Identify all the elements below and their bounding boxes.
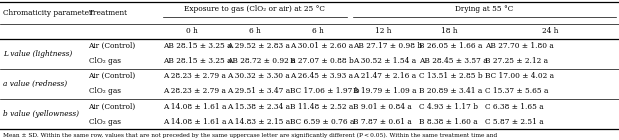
Text: C 4.93 ± 1.17 b: C 4.93 ± 1.17 b — [419, 102, 478, 111]
Text: Mean ± SD. Within the same row, values that are not preceded by the same upperca: Mean ± SD. Within the same row, values t… — [3, 133, 497, 138]
Text: A 29.51 ± 3.47 a: A 29.51 ± 3.47 a — [227, 87, 290, 95]
Text: L value (lightness): L value (lightness) — [3, 50, 72, 58]
Text: AB 28.45 ± 3.57 a: AB 28.45 ± 3.57 a — [419, 57, 488, 65]
Text: 18 h: 18 h — [441, 27, 457, 35]
Text: BC 17.06 ± 1.97 b: BC 17.06 ± 1.97 b — [290, 87, 359, 95]
Text: B 27.25 ± 2.12 a: B 27.25 ± 2.12 a — [485, 57, 548, 65]
Text: C 6.38 ± 1.65 a: C 6.38 ± 1.65 a — [485, 102, 543, 111]
Text: AB 28.72 ± 0.92 a: AB 28.72 ± 0.92 a — [227, 57, 296, 65]
Text: B 19.79 ± 1.09 a: B 19.79 ± 1.09 a — [353, 87, 417, 95]
Text: ClO₂ gas: ClO₂ gas — [89, 118, 121, 126]
Text: A 28.23 ± 2.79 a: A 28.23 ± 2.79 a — [163, 72, 226, 80]
Text: AB 28.15 ± 3.25 a: AB 28.15 ± 3.25 a — [163, 57, 232, 65]
Text: 12 h: 12 h — [374, 27, 391, 35]
Text: C 15.37 ± 5.65 a: C 15.37 ± 5.65 a — [485, 87, 548, 95]
Text: A 30.52 ± 1.54 a: A 30.52 ± 1.54 a — [353, 57, 416, 65]
Text: A 29.52 ± 2.83 a: A 29.52 ± 2.83 a — [227, 42, 290, 50]
Text: A 14.08 ± 1.61 a: A 14.08 ± 1.61 a — [163, 102, 226, 111]
Text: A 28.23 ± 2.79 a: A 28.23 ± 2.79 a — [163, 87, 226, 95]
Text: B 9.01 ± 0.84 a: B 9.01 ± 0.84 a — [353, 102, 412, 111]
Text: Chromaticity parameter: Chromaticity parameter — [3, 9, 93, 17]
Text: 6 h: 6 h — [313, 27, 324, 35]
Text: A 26.45 ± 3.93 a: A 26.45 ± 3.93 a — [290, 72, 353, 80]
Text: AB 28.15 ± 3.25 a: AB 28.15 ± 3.25 a — [163, 42, 232, 50]
Text: C 13.51 ± 2.85 b: C 13.51 ± 2.85 b — [419, 72, 483, 80]
Text: a value (redness): a value (redness) — [3, 80, 67, 88]
Text: Air (Control): Air (Control) — [89, 102, 136, 111]
Text: Drying at 55 °C: Drying at 55 °C — [455, 5, 514, 13]
Text: 24 h: 24 h — [542, 27, 558, 35]
Text: BC 6.59 ± 0.76 a: BC 6.59 ± 0.76 a — [290, 118, 354, 126]
Text: Air (Control): Air (Control) — [89, 72, 136, 80]
Text: C 5.87 ± 2.51 a: C 5.87 ± 2.51 a — [485, 118, 543, 126]
Text: B 27.07 ± 0.88 b: B 27.07 ± 0.88 b — [290, 57, 353, 65]
Text: Air (Control): Air (Control) — [89, 42, 136, 50]
Text: 0 h: 0 h — [186, 27, 197, 35]
Text: B 20.89 ± 3.41 a: B 20.89 ± 3.41 a — [419, 87, 482, 95]
Text: BC 17.00 ± 4.02 a: BC 17.00 ± 4.02 a — [485, 72, 553, 80]
Text: B 11.48 ± 2.52 a: B 11.48 ± 2.52 a — [290, 102, 353, 111]
Text: A 30.01 ± 2.60 a: A 30.01 ± 2.60 a — [290, 42, 353, 50]
Text: ClO₂ gas: ClO₂ gas — [89, 57, 121, 65]
Text: AB 27.17 ± 0.98 b: AB 27.17 ± 0.98 b — [353, 42, 422, 50]
Text: 6 h: 6 h — [249, 27, 261, 35]
Text: B 8.38 ± 1.60 a: B 8.38 ± 1.60 a — [419, 118, 478, 126]
Text: AB 27.70 ± 1.80 a: AB 27.70 ± 1.80 a — [485, 42, 553, 50]
Text: ClO₂ gas: ClO₂ gas — [89, 87, 121, 95]
Text: B 26.05 ± 1.66 a: B 26.05 ± 1.66 a — [419, 42, 482, 50]
Text: Treatment: Treatment — [89, 9, 128, 17]
Text: B 7.87 ± 0.61 a: B 7.87 ± 0.61 a — [353, 118, 412, 126]
Text: A 14.08 ± 1.61 a: A 14.08 ± 1.61 a — [163, 118, 226, 126]
Text: A 21.47 ± 2.16 a: A 21.47 ± 2.16 a — [353, 72, 416, 80]
Text: A 30.32 ± 3.30 a: A 30.32 ± 3.30 a — [227, 72, 290, 80]
Text: A 15.38 ± 2.34 a: A 15.38 ± 2.34 a — [227, 102, 290, 111]
Text: b value (yellowness): b value (yellowness) — [3, 110, 79, 118]
Text: Exposure to gas (ClO₂ or air) at 25 °C: Exposure to gas (ClO₂ or air) at 25 °C — [184, 5, 325, 13]
Text: A 14.83 ± 2.15 a: A 14.83 ± 2.15 a — [227, 118, 290, 126]
